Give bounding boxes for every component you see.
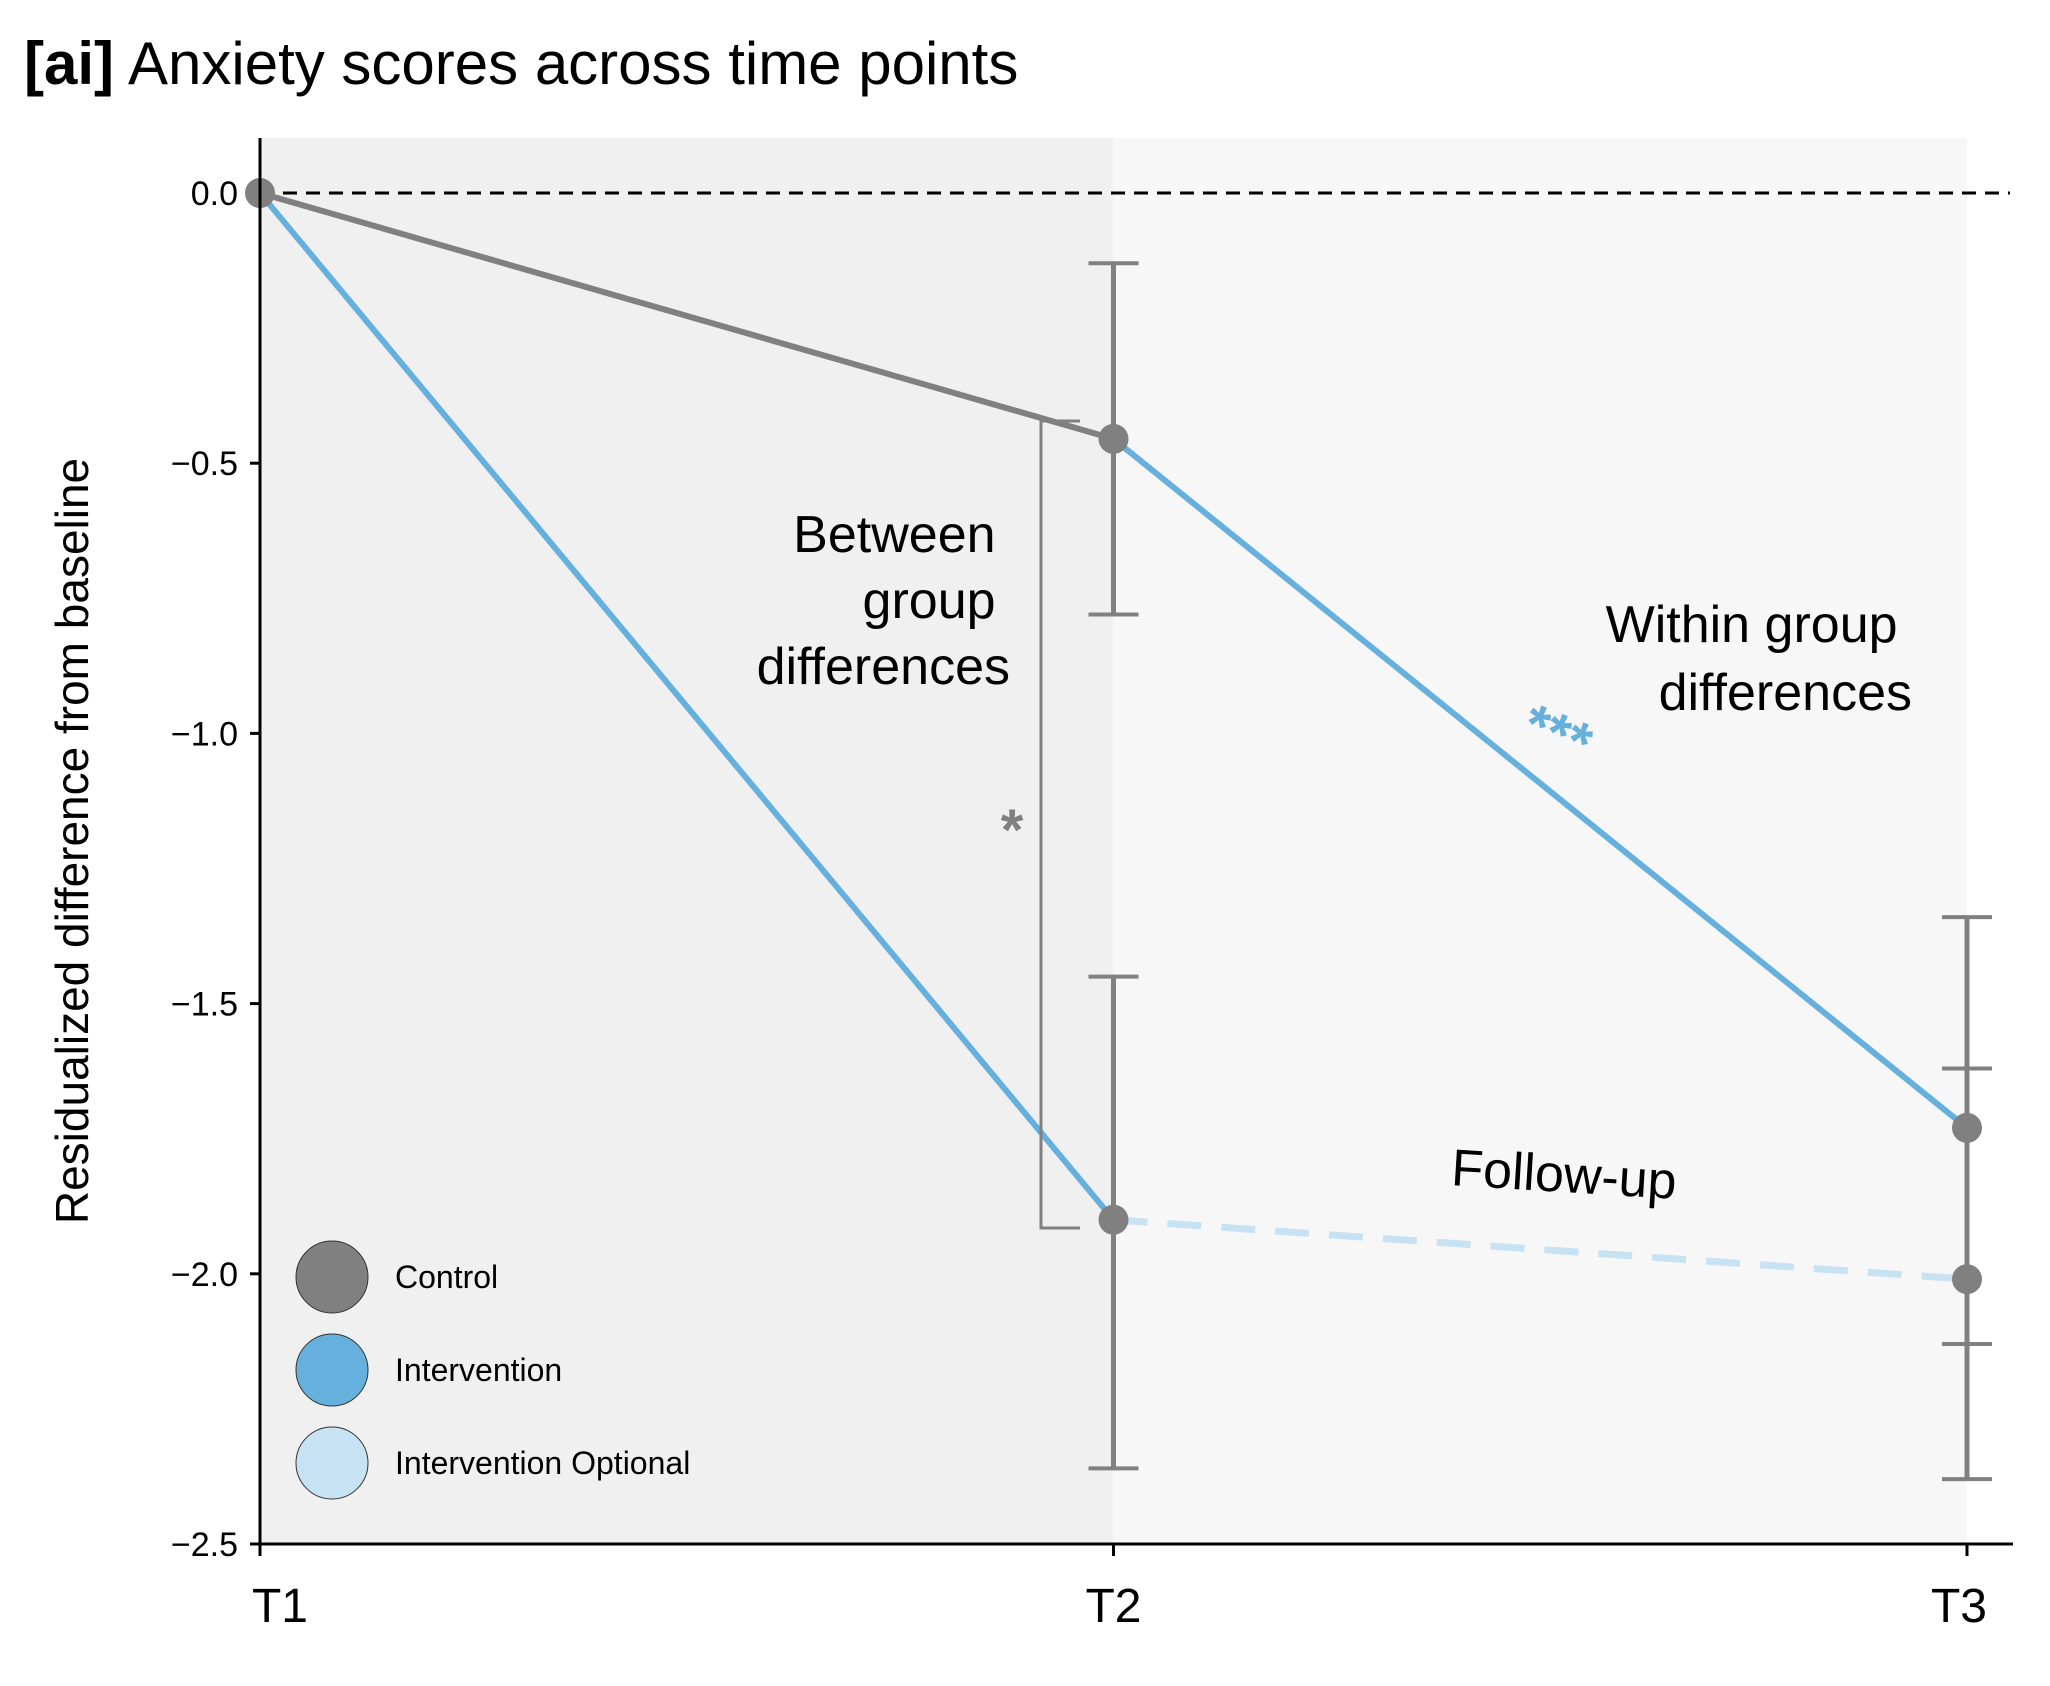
between-line-1: Between: [793, 506, 995, 564]
bg-phase-2: [1113, 138, 1967, 1544]
y-tick-label: −1.0: [171, 715, 238, 753]
legend-marker-intervention: [295, 1333, 369, 1407]
series-line-intervention: [257, 191, 1116, 1222]
legend: Control Intervention Intervention Optional: [295, 1240, 690, 1500]
within-line-1: Within group: [1606, 596, 1898, 654]
chart-title: [ai] Anxiety scores across time points: [24, 30, 1018, 97]
between-group-bracket: [1039, 419, 1080, 1230]
legend-marker-intervention-optional: [295, 1426, 369, 1500]
within-line-2: differences: [1659, 664, 1912, 722]
point-intervention-t2: [1098, 1204, 1129, 1235]
legend-marker-control: [295, 1240, 369, 1314]
between-group-sig: *: [1001, 798, 1024, 863]
between-line-2: group: [863, 572, 996, 630]
series-line-intervention-optional: [1113, 1216, 1968, 1283]
follow-up-label: Follow-up: [1450, 1139, 1679, 1211]
series-line-intervention-t2-t3: [1111, 436, 1969, 1131]
between-line-3: differences: [757, 638, 1010, 696]
within-group-label: Within group differences: [1606, 596, 1912, 722]
legend-label: Intervention: [395, 1352, 562, 1388]
title-text: Anxiety scores across time points: [128, 30, 1018, 97]
point-control-t2: [1098, 423, 1129, 454]
series-line-control: [259, 190, 1115, 442]
between-group-label: Between group differences: [757, 506, 1010, 696]
y-tick-label: 0.0: [191, 175, 238, 213]
x-tick-label-T3: T3: [1931, 1580, 1987, 1633]
x-tick-label-T1: T1: [252, 1580, 308, 1633]
y-tick-label: −2.0: [171, 1256, 238, 1294]
title-tag: [ai]: [24, 30, 114, 97]
point-optional-t3: [1952, 1264, 1982, 1295]
x-tick-label-T2: T2: [1085, 1580, 1141, 1633]
legend-label: Control: [395, 1259, 498, 1295]
point-intervention-t3: [1952, 1112, 1982, 1143]
y-tick-label: −2.5: [171, 1526, 238, 1564]
legend-label: Intervention Optional: [395, 1445, 690, 1481]
bg-phase-1: [260, 138, 1113, 1544]
y-axis-label: Residualized difference from baseline: [46, 458, 98, 1224]
y-tick-label: −1.5: [171, 986, 238, 1024]
y-tick-label: −0.5: [171, 445, 238, 483]
